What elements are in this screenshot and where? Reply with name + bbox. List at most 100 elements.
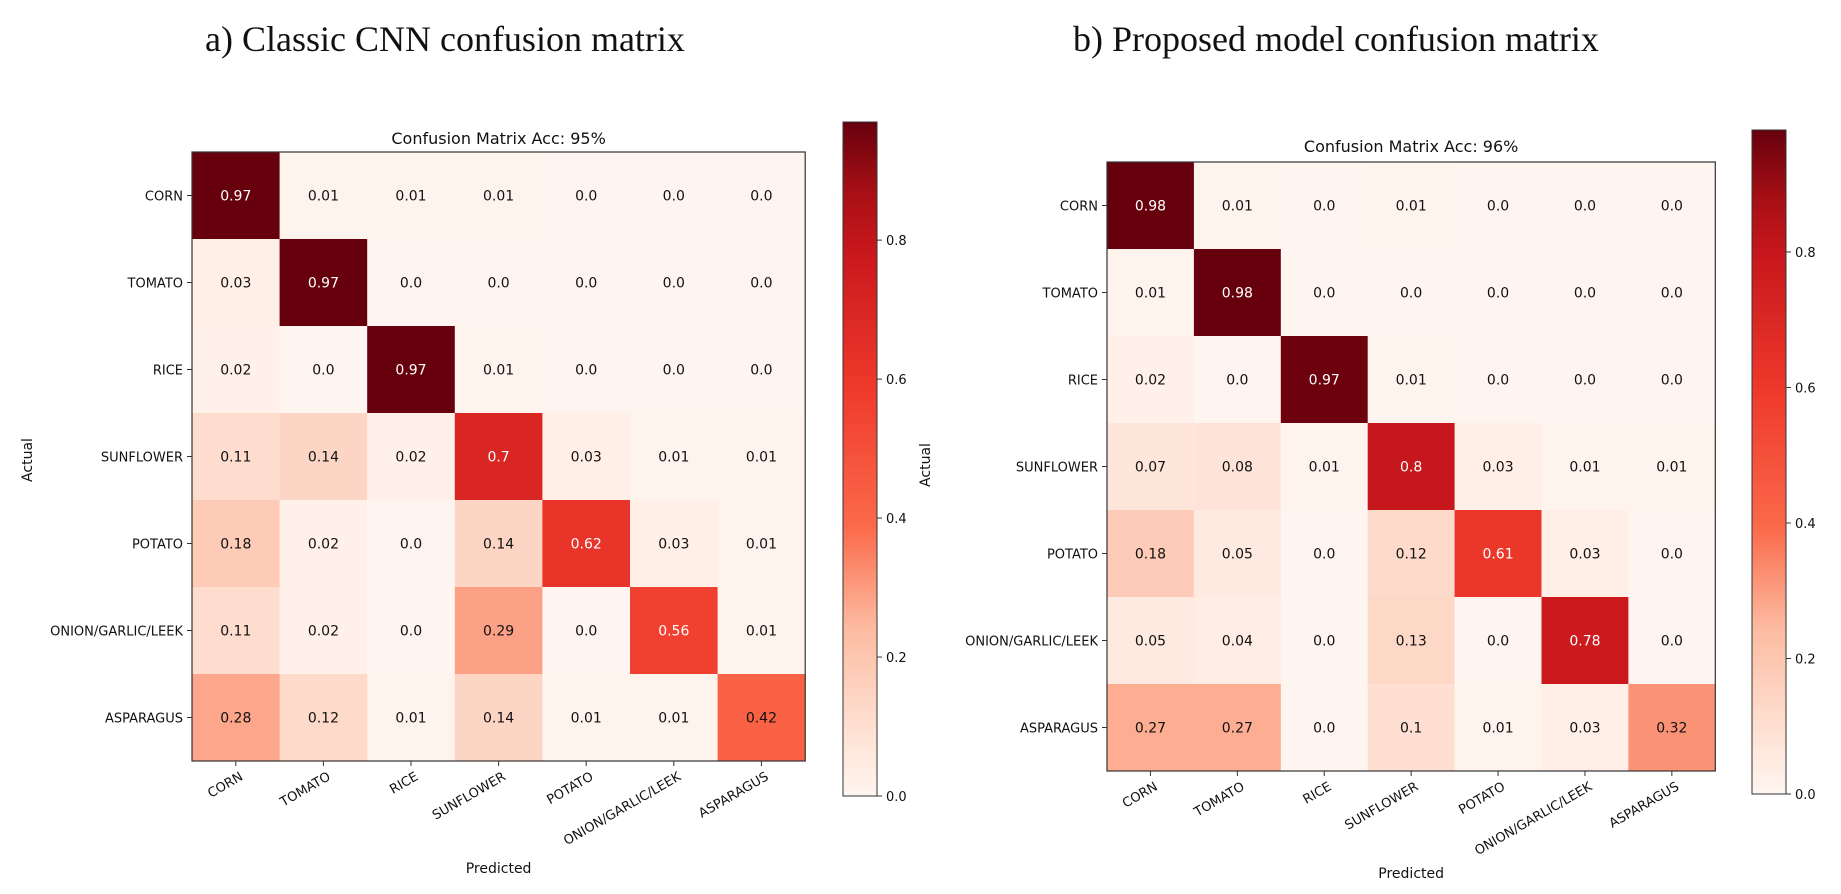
cell-value-label: 0.97 [395, 363, 426, 379]
cell-value-label: 0.01 [1656, 460, 1687, 476]
heatmap-cell [1541, 684, 1629, 772]
heatmap-cell [1628, 162, 1716, 250]
heatmap-cell [717, 152, 806, 240]
heatmap-cell [1454, 423, 1542, 511]
colorbar-tick-label: 0.0 [1795, 788, 1816, 803]
cell-value-label: 0.0 [575, 363, 597, 379]
heatmap-cell [1454, 249, 1542, 337]
heatmap-cell [1541, 162, 1629, 250]
heatmap-cell [1193, 249, 1282, 337]
cell-value-label: 0.03 [1482, 460, 1513, 476]
heatmap-cell [630, 326, 719, 414]
cell-value-label: 0.13 [1396, 634, 1427, 650]
colorbar-tick-label: 0.0 [886, 790, 907, 805]
cell-value-label: 0.05 [1135, 634, 1166, 650]
heatmap-cell [1280, 336, 1369, 424]
heatmap-cell [542, 152, 631, 240]
cell-value-label: 0.0 [575, 276, 597, 292]
x-tick-label: CORN [205, 769, 245, 801]
heatmap-cell [717, 500, 806, 588]
colorbar [842, 121, 878, 797]
cell-value-label: 0.0 [400, 276, 422, 292]
cell-value-label: 0.97 [220, 189, 251, 205]
y-tick-label: TOMATO [127, 277, 183, 292]
heatmap-cell [1367, 423, 1456, 511]
colorbar-tick-label: 0.6 [886, 373, 907, 388]
heatmap-cell [1280, 249, 1369, 337]
heatmap-cell [1367, 249, 1456, 337]
chart-title: Confusion Matrix Acc: 96% [1304, 137, 1518, 156]
cell-value-label: 0.0 [1313, 634, 1335, 650]
heatmap-cell [1193, 336, 1282, 424]
heatmap-cell [454, 326, 543, 414]
heatmap-cell [1107, 162, 1195, 250]
heatmap-cell [367, 326, 456, 414]
cell-value-label: 0.01 [483, 189, 514, 205]
colorbar-tick-label: 0.2 [886, 651, 907, 666]
cell-value-label: 0.01 [1222, 199, 1253, 215]
cell-value-label: 0.32 [1656, 721, 1687, 737]
heatmap-cell [1454, 336, 1542, 424]
cell-value-label: 0.0 [1313, 199, 1335, 215]
x-axis-label: Predicted [466, 861, 532, 877]
cell-value-label: 0.78 [1569, 634, 1600, 650]
y-axis-label: Actual [20, 438, 36, 482]
cell-value-label: 0.0 [1661, 547, 1683, 563]
cell-value-label: 0.0 [1400, 286, 1422, 302]
cell-value-label: 0.11 [220, 450, 251, 466]
cell-value-label: 0.02 [1135, 373, 1166, 389]
heatmap-cell [279, 239, 368, 327]
heatmap-cell [1107, 423, 1195, 511]
heatmap-cell [367, 152, 456, 240]
heatmap-cell [454, 413, 543, 501]
cell-value-label: 0.04 [1222, 634, 1253, 650]
heatmap-cell [717, 239, 806, 327]
cell-value-label: 0.0 [1487, 199, 1509, 215]
cell-value-label: 0.03 [220, 276, 251, 292]
x-tick-label: POTATO [544, 769, 596, 808]
cell-value-label: 0.0 [750, 189, 772, 205]
cell-value-label: 0.18 [220, 537, 251, 553]
heatmap-cell [1367, 597, 1456, 685]
cell-value-label: 0.07 [1135, 460, 1166, 476]
cell-value-label: 0.27 [1222, 721, 1253, 737]
cell-value-label: 0.03 [1569, 721, 1600, 737]
cell-value-label: 0.02 [395, 450, 426, 466]
heatmap-cell [717, 413, 806, 501]
cell-value-label: 0.0 [575, 624, 597, 640]
cell-value-label: 0.12 [1396, 547, 1427, 563]
cell-value-label: 0.27 [1135, 721, 1166, 737]
heatmap-cell [367, 413, 456, 501]
cell-value-label: 0.62 [571, 537, 602, 553]
y-tick-label: ONION/GARLIC/LEEK [50, 625, 183, 640]
heatmap-cell [630, 587, 719, 675]
x-tick-label: SUNFLOWER [1343, 779, 1422, 833]
x-tick-label: ASPARAGUS [1607, 779, 1682, 831]
heatmap-cell [1193, 510, 1282, 598]
y-tick-label: CORN [145, 190, 183, 205]
heatmap-cell [1541, 336, 1629, 424]
cell-value-label: 0.1 [1400, 721, 1422, 737]
cell-value-label: 0.02 [308, 537, 339, 553]
heatmap-cell [1107, 510, 1195, 598]
y-axis-label: Actual [918, 443, 934, 487]
cell-value-label: 0.01 [395, 711, 426, 727]
colorbar-tick-label: 0.2 [1795, 652, 1816, 667]
heatmap-cell [1628, 423, 1716, 511]
heatmap-cell [1280, 684, 1369, 772]
y-tick-label: SUNFLOWER [1016, 461, 1098, 476]
cell-value-label: 0.0 [1226, 373, 1248, 389]
cell-value-label: 0.11 [220, 624, 251, 640]
x-axis-label: Predicted [1378, 866, 1444, 882]
heatmap-cell [192, 587, 281, 675]
heatmap-cell [630, 674, 719, 762]
heatmap-cell [542, 326, 631, 414]
cell-value-label: 0.0 [1313, 547, 1335, 563]
heatmap-cell [717, 674, 806, 762]
cell-value-label: 0.97 [308, 276, 339, 292]
heatmap-cell [1628, 597, 1716, 685]
heatmap-cell [1541, 423, 1629, 511]
cell-value-label: 0.14 [483, 711, 514, 727]
cell-value-label: 0.0 [487, 276, 509, 292]
cell-value-label: 0.03 [1569, 547, 1600, 563]
